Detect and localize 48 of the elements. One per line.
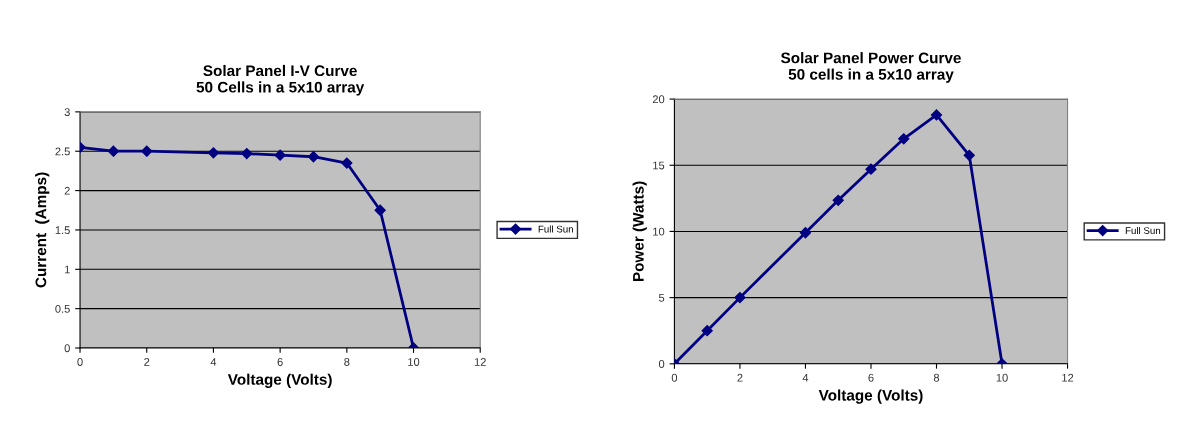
point [898, 133, 910, 145]
x-tick-label: 6 [277, 358, 283, 366]
y-axis-title: Current (Amps) [35, 172, 50, 288]
y-axis-title: Power (Watts) [632, 181, 647, 282]
chart-title: Solar Panel Power Curve 50 cells in a 5x10 array [780, 52, 961, 83]
y-tick-label: 2.5 [55, 147, 70, 156]
x-tick-label: 4 [802, 373, 809, 382]
y-tick-label: 10 [653, 227, 665, 236]
y-tick-label: 5 [658, 294, 665, 302]
y-tick-label: 1.5 [55, 226, 70, 235]
x-tick-label: 0 [671, 373, 678, 382]
legend-label: Full Sun [538, 225, 573, 233]
point [701, 325, 713, 337]
x-axis-title: Voltage (Volts) [227, 373, 332, 388]
x-tick-label: 10 [996, 373, 1008, 382]
y-tick-label: 1 [64, 265, 70, 274]
y-tick-label: 20 [652, 95, 665, 104]
point [930, 109, 943, 121]
point [207, 147, 220, 159]
chart-title: Solar Panel I-V Curve 50 Cells in a 5x10 array [196, 64, 365, 96]
x-tick-label: 8 [933, 373, 940, 382]
y-tick-label: 0 [64, 344, 70, 353]
x-tick-label: 12 [474, 358, 486, 366]
point [832, 194, 844, 206]
point [107, 145, 119, 157]
y-tick-label: 2 [64, 186, 70, 195]
point [963, 149, 975, 161]
x-tick-label: 6 [868, 373, 874, 382]
y-tick-label: 0.5 [55, 304, 70, 313]
x-tick-label: 10 [408, 358, 420, 366]
x-tick-label: 2 [737, 373, 743, 382]
point [141, 145, 153, 157]
x-tick-label: 4 [210, 358, 217, 366]
legend-label: Full Sun [1125, 226, 1161, 235]
point [734, 292, 746, 304]
point [274, 149, 286, 161]
y-tick-label: 15 [653, 161, 665, 170]
x-axis-title: Voltage (Volts) [818, 389, 923, 404]
x-tick-label: 8 [344, 358, 350, 366]
y-tick-label: 3 [64, 108, 70, 117]
x-tick-label: 0 [77, 358, 83, 366]
point [241, 147, 253, 160]
x-tick-label: 2 [144, 358, 150, 366]
point [341, 157, 353, 169]
point [374, 204, 386, 216]
point [799, 227, 812, 239]
point [865, 163, 877, 175]
x-tick-label: 12 [1062, 373, 1074, 382]
